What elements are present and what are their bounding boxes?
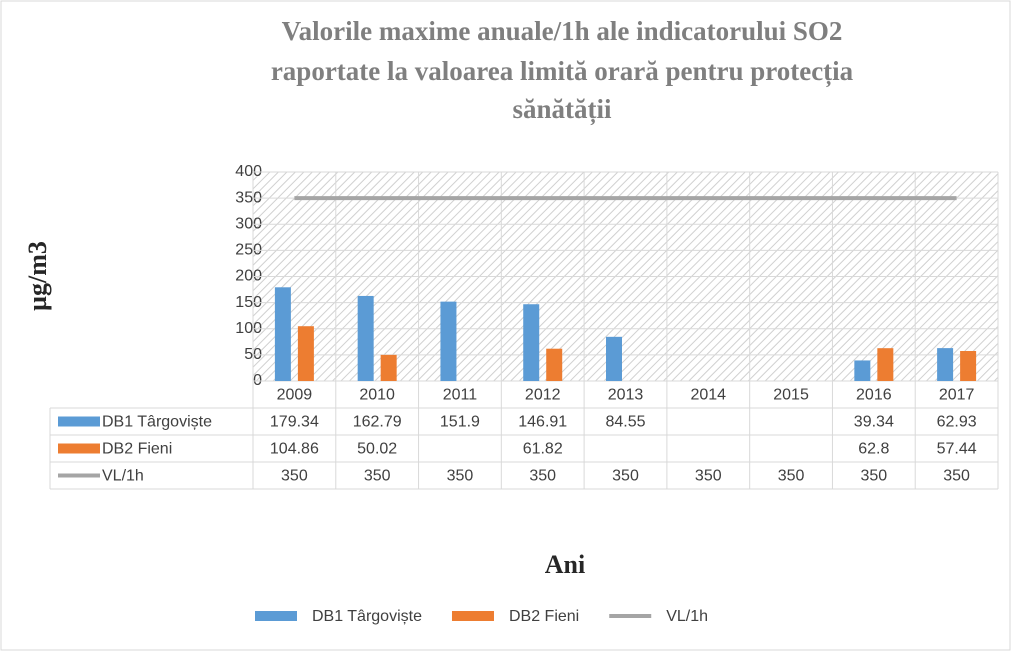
table-series-name: DB1 Târgoviște [102, 414, 212, 431]
y-tick-label: 400 [235, 163, 262, 180]
chart-title: sănătății [512, 94, 612, 125]
y-tick-label: 200 [235, 268, 262, 285]
table-cell: 146.91 [518, 414, 567, 431]
x-tick-label: 2012 [525, 387, 561, 404]
table-cell: 350 [447, 468, 474, 485]
x-tick-label: 2017 [939, 387, 975, 404]
table-cell: 104.86 [270, 441, 319, 458]
table-cell: 84.55 [605, 414, 645, 431]
table-cell: 350 [778, 468, 805, 485]
bar [606, 336, 622, 381]
bar [854, 360, 871, 381]
table-legend-key [58, 416, 100, 427]
y-tick-label: 150 [235, 294, 262, 311]
chart-title: raportate la valoarea limită orară pentr… [271, 56, 854, 87]
bar [877, 348, 894, 381]
table-legend-key [58, 443, 100, 454]
legend-label: DB2 Fieni [509, 608, 579, 625]
y-tick-label: 350 [235, 189, 262, 206]
bar [546, 348, 563, 381]
table-cell: 62.93 [937, 414, 977, 431]
bar [274, 287, 291, 381]
y-tick-label: 250 [235, 242, 262, 259]
x-tick-label: 2013 [608, 387, 644, 404]
table-cell: 350 [943, 468, 970, 485]
table-cell: 50.02 [357, 441, 397, 458]
table-cell: 350 [281, 468, 308, 485]
legend-key [255, 611, 297, 621]
bar [523, 304, 540, 381]
bar [380, 354, 397, 381]
table-cell: 350 [529, 468, 556, 485]
y-tick-label: 100 [235, 320, 262, 337]
legend-key [451, 611, 494, 621]
x-tick-label: 2009 [277, 387, 313, 404]
x-tick-label: 2011 [443, 387, 478, 404]
bar [937, 348, 954, 381]
table-cell: 151.9 [440, 414, 480, 431]
bar [297, 326, 314, 381]
table-cell: 62.8 [858, 441, 889, 458]
table-cell: 162.79 [353, 414, 402, 431]
table-cell: 179.34 [270, 414, 319, 431]
y-axis-title: µg/m3 [23, 241, 52, 311]
bar [357, 295, 374, 381]
legend-label: VL/1h [666, 608, 708, 625]
x-tick-label: 2015 [773, 387, 809, 404]
table-cell: 61.82 [523, 441, 563, 458]
legend-label: DB1 Târgoviște [312, 608, 422, 625]
table-series-name: VL/1h [102, 468, 144, 485]
table-cell: 350 [695, 468, 722, 485]
table-series-name: DB2 Fieni [102, 441, 172, 458]
table-cell: 350 [364, 468, 391, 485]
x-tick-label: 2010 [359, 387, 395, 404]
table-cell: 39.34 [854, 414, 894, 431]
bar [440, 301, 457, 381]
chart-title: Valorile maxime anuale/1h ale indicatoru… [282, 16, 843, 46]
y-tick-label: 300 [235, 215, 262, 232]
table-cell: 57.44 [937, 441, 977, 458]
x-axis-title: Ani [545, 550, 585, 579]
table-cell: 350 [860, 468, 887, 485]
x-tick-label: 2014 [690, 387, 726, 404]
bar [960, 350, 977, 381]
x-tick-label: 2016 [856, 387, 892, 404]
table-cell: 350 [612, 468, 639, 485]
